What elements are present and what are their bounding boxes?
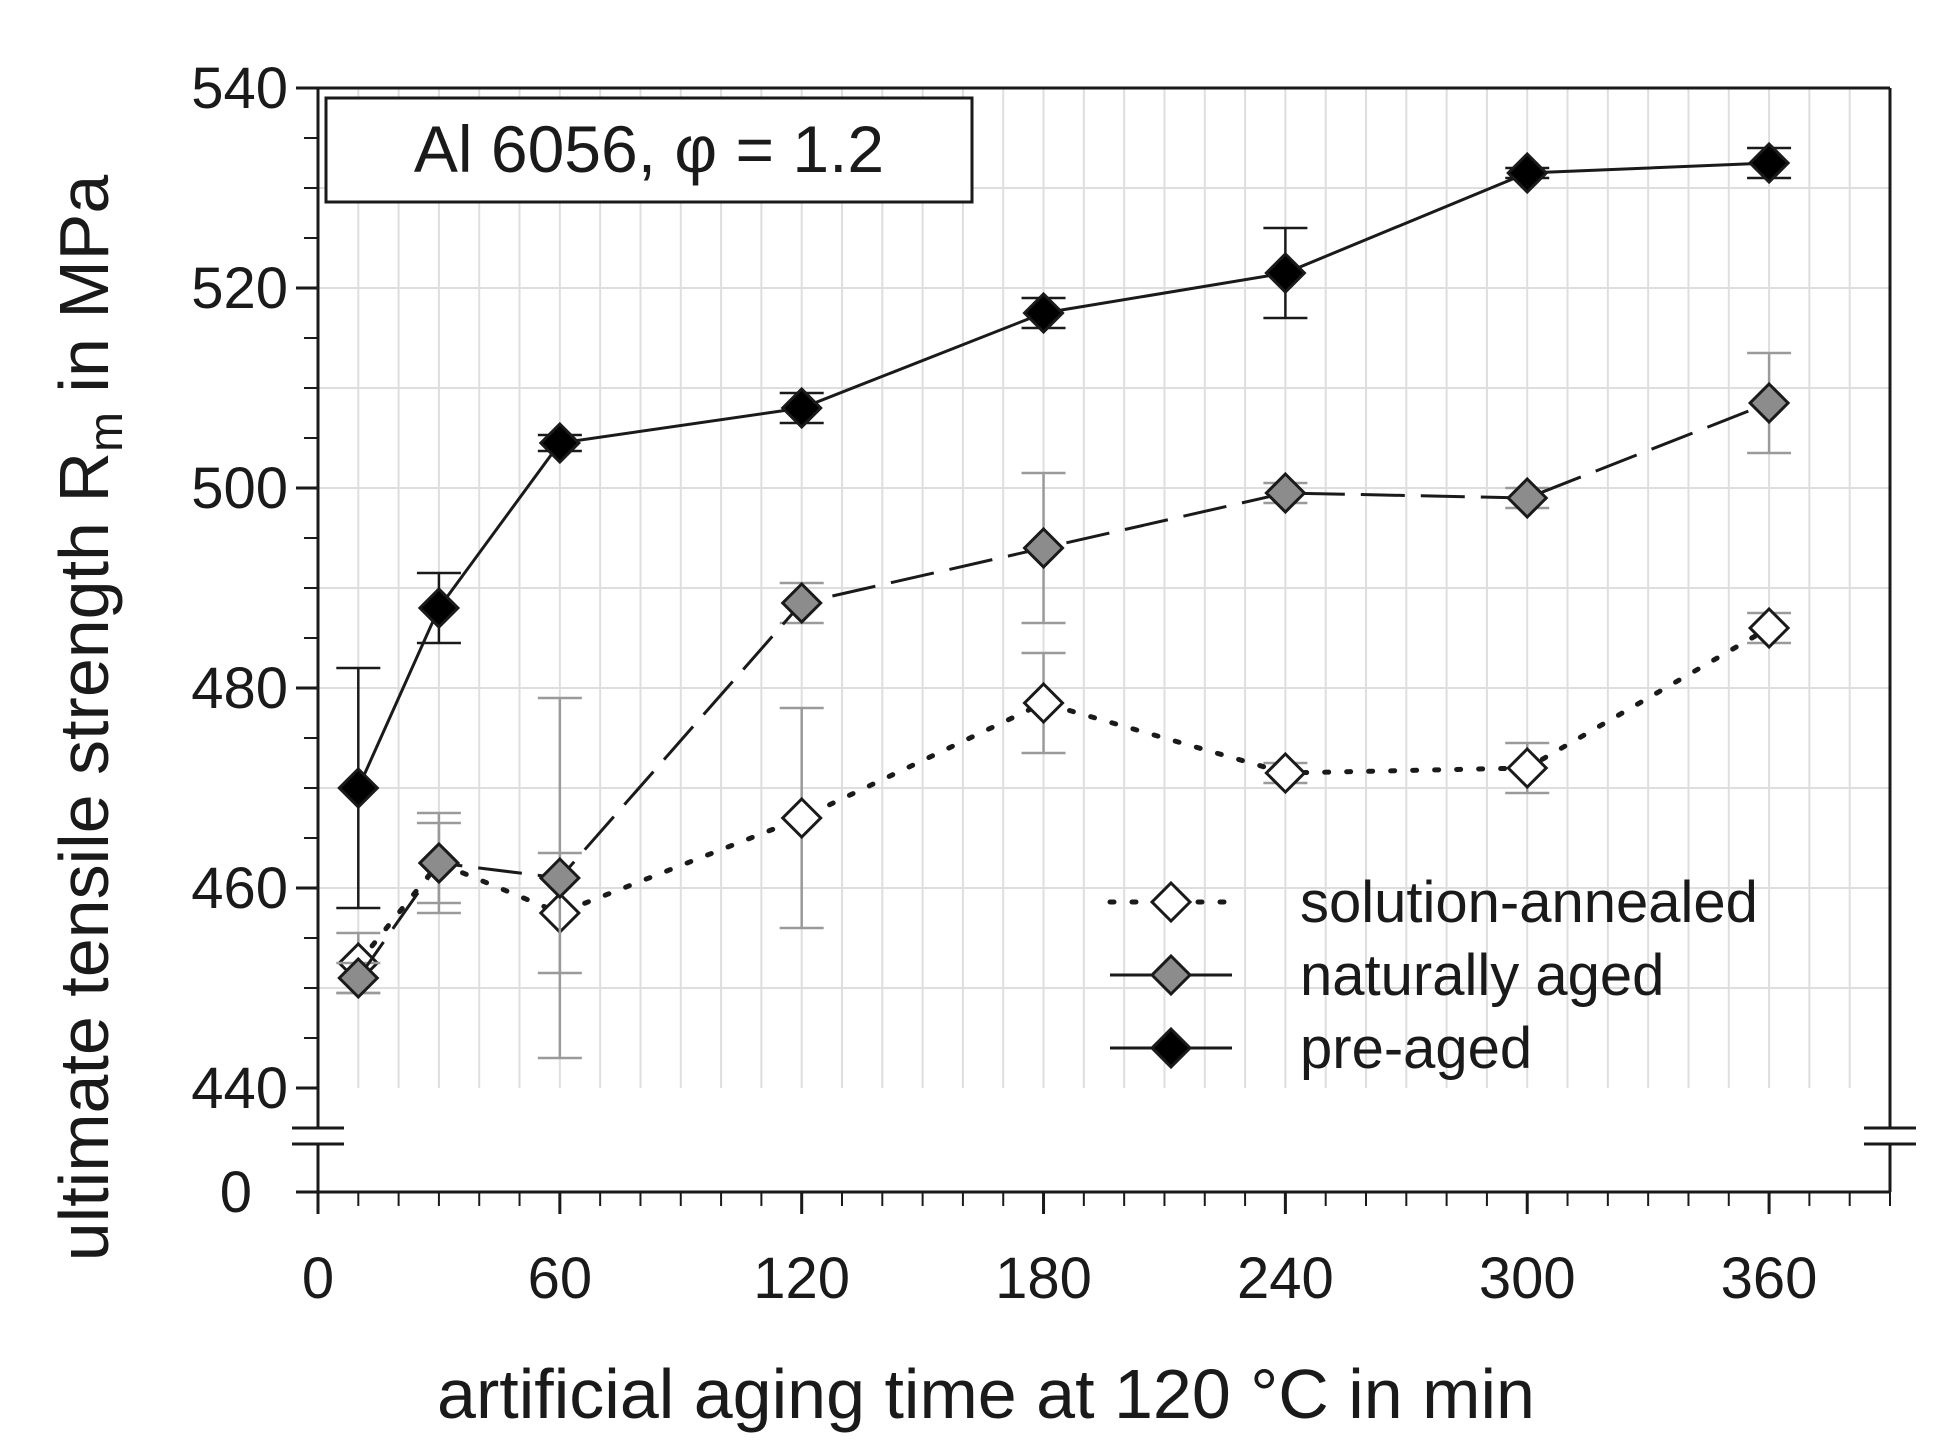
series-pre-aged (336, 141, 1792, 910)
data-point-solution-annealed (1506, 746, 1549, 790)
data-point-pre-aged (417, 586, 461, 630)
data-point-solution-annealed (780, 796, 823, 840)
series-line-naturally-aged (357, 401, 1770, 979)
y-axis-title-main: ultimate tensile strength R (45, 452, 123, 1261)
series-layer (336, 141, 1792, 1060)
annotation-frame (324, 96, 974, 204)
annotation-box: Al 6056, φ = 1.2 (324, 96, 974, 204)
axis-break-gap-left (292, 1128, 344, 1144)
annotation-label: Al 6056, φ = 1.2 (414, 112, 884, 186)
data-point-pre-aged (538, 421, 581, 465)
axes: 0 60 120 180 240 300 360 440 460 480 500 520 540 0 (191, 56, 1916, 1311)
grid (318, 88, 1890, 1088)
data-point-solution-annealed (1747, 606, 1791, 650)
data-point-naturally-aged (780, 581, 823, 625)
data-point-pre-aged (780, 386, 823, 430)
data-point-naturally-aged (1264, 471, 1307, 515)
x-tick-label: 300 (1479, 1246, 1576, 1311)
data-point-pre-aged (1264, 251, 1307, 295)
data-point-pre-aged (1506, 151, 1549, 195)
y-tick-label: 460 (191, 856, 288, 921)
data-point-pre-aged (1747, 141, 1791, 185)
data-point-solution-annealed (1264, 751, 1307, 795)
y-tick-label: 480 (191, 656, 288, 721)
x-tick-label: 0 (302, 1246, 334, 1311)
legend-marker-pre-aged (1149, 1026, 1193, 1070)
y-axis-title-suffix: in MPa (45, 175, 123, 412)
data-point-pre-aged (337, 766, 380, 810)
x-tick-label: 180 (995, 1246, 1092, 1311)
legend: solution-annealed naturally aged pre-aged (1107, 870, 1758, 1081)
legend-marker-naturally-aged (1149, 953, 1193, 997)
y-tick-label: 540 (191, 56, 288, 121)
series-naturally-aged (336, 351, 1792, 1060)
legend-marker-solution-annealed (1149, 880, 1193, 924)
y-axis-title: ultimate tensile strength Rm in MPa (45, 175, 133, 1262)
series-line-pre-aged (356, 161, 1770, 789)
x-tick-label: 60 (528, 1246, 593, 1311)
data-point-naturally-aged (1506, 476, 1549, 520)
legend-item-solution-annealed: solution-annealed (1107, 870, 1758, 935)
legend-label-naturally-aged: naturally aged (1300, 943, 1664, 1008)
legend-label-solution-annealed: solution-annealed (1300, 870, 1758, 935)
x-tick-label: 240 (1237, 1246, 1334, 1311)
y-tick-label: 500 (191, 456, 288, 521)
x-tick-label: 120 (753, 1246, 850, 1311)
data-point-naturally-aged (417, 841, 461, 885)
legend-item-naturally-aged: naturally aged (1110, 943, 1664, 1008)
data-point-solution-annealed (1022, 681, 1065, 725)
y-tick-label: 520 (191, 256, 288, 321)
y-tick-label-break-value: 0 (220, 1160, 252, 1225)
data-point-naturally-aged (337, 956, 380, 1000)
legend-item-pre-aged: pre-aged (1110, 1016, 1532, 1081)
data-point-naturally-aged (1747, 381, 1791, 425)
data-point-naturally-aged (1022, 526, 1065, 570)
axis-break-gap-right (1864, 1128, 1916, 1144)
data-point-pre-aged (1022, 291, 1065, 335)
x-axis-title: artificial aging time at 120 °C in min (437, 1355, 1535, 1433)
x-tick-label: 360 (1721, 1246, 1818, 1311)
legend-label-pre-aged: pre-aged (1300, 1016, 1532, 1081)
data-point-naturally-aged (538, 856, 581, 900)
y-axis-title-subscript: m (80, 412, 133, 452)
y-tick-label: 440 (191, 1056, 288, 1121)
